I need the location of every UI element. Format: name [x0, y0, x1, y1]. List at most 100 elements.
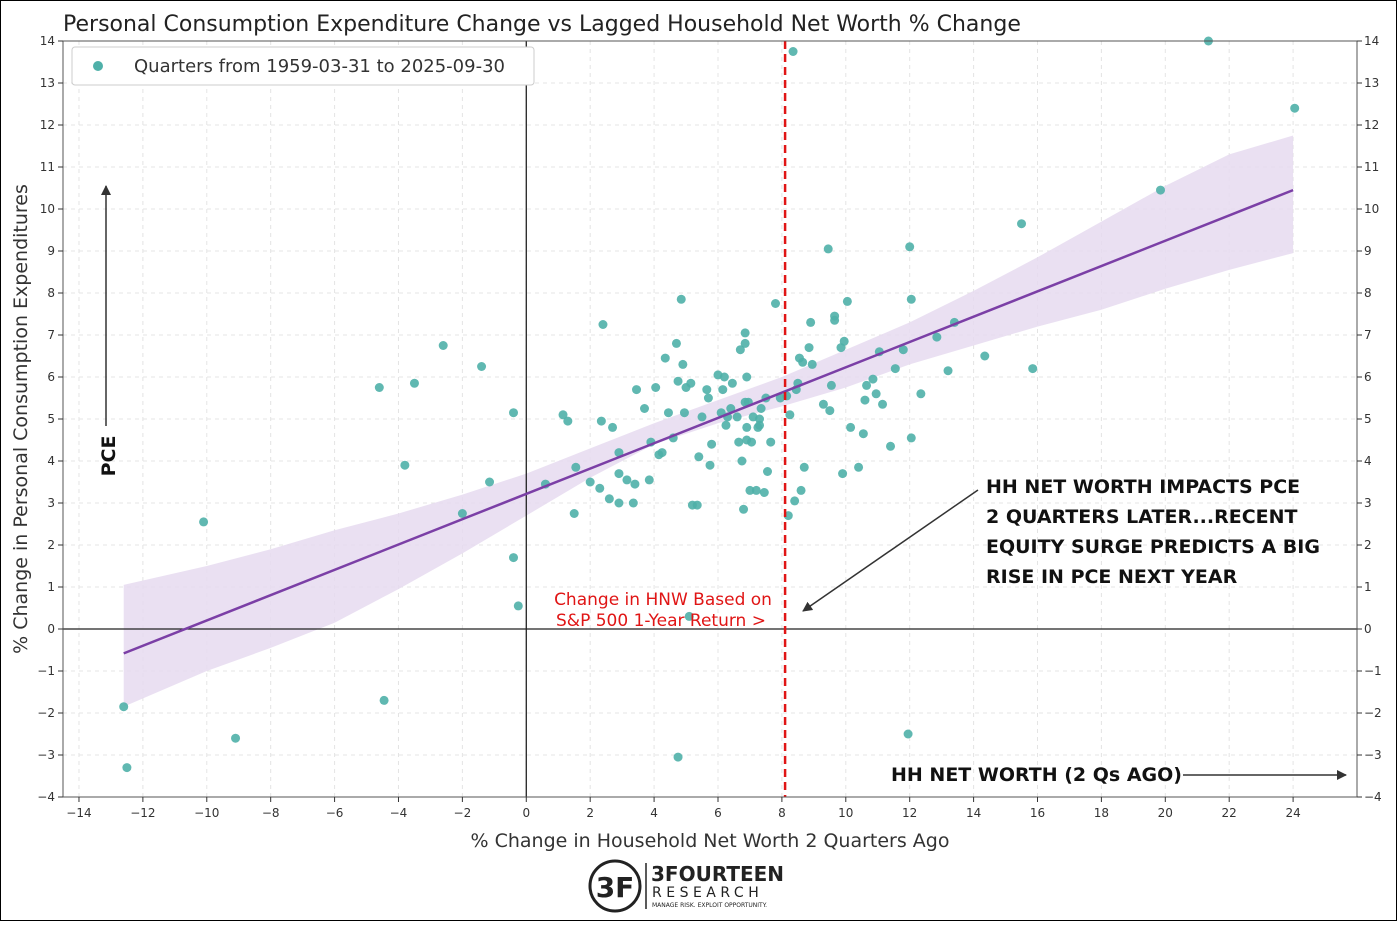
data-point: [644, 475, 654, 485]
callout-line-3: EQUITY SURGE PREDICTS A BIG: [986, 536, 1320, 558]
x-tick-label: 4: [650, 806, 658, 820]
data-point: [400, 460, 410, 470]
x-tick-label: −12: [130, 806, 155, 820]
x-axis-ticks: −14 −12 −10 −8 −6 −4 −2 0 2 4 6 8 10 12 14 16 18 20 22 24: [66, 797, 1301, 820]
data-point: [509, 553, 519, 563]
data-point: [755, 420, 765, 430]
data-point: [858, 429, 868, 439]
data-point: [1017, 219, 1027, 229]
data-point: [734, 437, 744, 447]
y-tick-label-left: 7: [47, 328, 55, 342]
data-point: [598, 320, 608, 329]
data-point: [457, 509, 467, 518]
x-axis-label: % Change in Household Net Worth 2 Quarte…: [470, 830, 949, 852]
data-point: [1028, 364, 1038, 374]
y-tick-label-left: −4: [37, 790, 55, 804]
y-tick-label-left: 5: [47, 412, 55, 426]
y-tick-label-left: 10: [40, 202, 55, 216]
data-point: [759, 488, 769, 497]
x-tick-label: 2: [586, 806, 594, 820]
data-point: [509, 408, 519, 418]
data-point: [651, 383, 661, 392]
data-point: [823, 244, 833, 254]
data-point: [558, 410, 568, 420]
data-point: [199, 517, 209, 527]
data-point: [745, 485, 755, 495]
data-point: [1156, 185, 1166, 195]
callout-line-4: RISE IN PCE NEXT YEAR: [986, 566, 1238, 588]
data-point: [614, 469, 624, 479]
data-point: [702, 385, 712, 395]
data-point: [906, 294, 916, 304]
x-tick-label: 22: [1222, 806, 1237, 820]
y-tick-label-left: −1: [37, 664, 55, 678]
y-tick-label-right: −1: [1364, 664, 1382, 678]
data-point: [703, 393, 713, 403]
data-point: [735, 345, 745, 355]
y-tick-label-left: 8: [47, 286, 55, 300]
data-point: [727, 378, 737, 388]
data-point: [785, 410, 795, 420]
y-tick-label-left: 0: [47, 622, 55, 636]
data-point: [756, 404, 766, 413]
data-point: [799, 462, 809, 472]
net-worth-arrow: HH NET WORTH (2 Qs AGO): [891, 764, 1347, 786]
y-tick-label-left: 13: [40, 76, 55, 90]
y-tick-label-right: 13: [1364, 76, 1379, 90]
data-point: [742, 422, 752, 432]
y-tick-label-left: 14: [40, 34, 55, 48]
data-point: [604, 494, 614, 504]
y-tick-label-right: 14: [1364, 34, 1379, 48]
data-point: [660, 353, 670, 363]
data-point: [622, 475, 632, 485]
legend-box: [71, 46, 535, 86]
y-tick-label-right: −2: [1364, 706, 1382, 720]
vline-label-line-1: Change in HNW Based on: [554, 590, 772, 610]
data-point: [122, 763, 132, 773]
data-point: [763, 467, 773, 476]
logo-ring: [588, 859, 642, 913]
data-point: [846, 422, 856, 432]
x-tick-label: 12: [902, 806, 917, 820]
data-point: [838, 469, 848, 479]
data-point: [692, 500, 702, 510]
company-logo: 3F 3FOURTEEN RESEARCH MANAGE RISK. EXPLO…: [588, 859, 784, 913]
y-tick-label-right: 12: [1364, 118, 1379, 132]
data-point: [513, 601, 523, 611]
y-tick-label-right: 6: [1364, 370, 1372, 384]
data-point: [678, 359, 688, 369]
data-point: [898, 345, 908, 355]
y-tick-label-right: 5: [1364, 412, 1372, 426]
legend-entry: Quarters from 1959-03-31 to 2025-09-30: [134, 56, 505, 77]
data-point: [839, 336, 849, 346]
data-point: [684, 611, 694, 621]
data-point: [830, 315, 840, 325]
x-tick-label: 8: [778, 806, 786, 820]
data-point: [632, 385, 642, 395]
data-point: [818, 399, 828, 409]
data-point: [860, 395, 870, 405]
data-point: [742, 372, 752, 382]
data-point: [628, 498, 638, 508]
data-point: [409, 378, 419, 388]
data-point: [751, 485, 761, 495]
data-point: [890, 364, 900, 374]
x-tick-label: 18: [1094, 806, 1109, 820]
data-point: [438, 341, 448, 350]
data-point: [796, 485, 806, 495]
logo-sub: RESEARCH: [652, 885, 763, 901]
data-point: [671, 338, 681, 348]
x-tick-label: −4: [390, 806, 408, 820]
y-tick-label-right: 8: [1364, 286, 1372, 300]
data-point: [943, 366, 953, 376]
y-tick-label-left: 3: [47, 496, 55, 510]
data-point: [663, 408, 673, 418]
data-point: [1290, 103, 1300, 113]
data-point: [585, 477, 595, 487]
callout-line-2: 2 QUARTERS LATER...RECENT: [986, 506, 1298, 528]
legend: Quarters from 1959-03-31 to 2025-09-30: [71, 46, 535, 86]
data-point: [739, 504, 749, 514]
x-tick-label: 20: [1158, 806, 1173, 820]
data-point: [705, 460, 715, 470]
x-tick-label: 14: [966, 806, 981, 820]
